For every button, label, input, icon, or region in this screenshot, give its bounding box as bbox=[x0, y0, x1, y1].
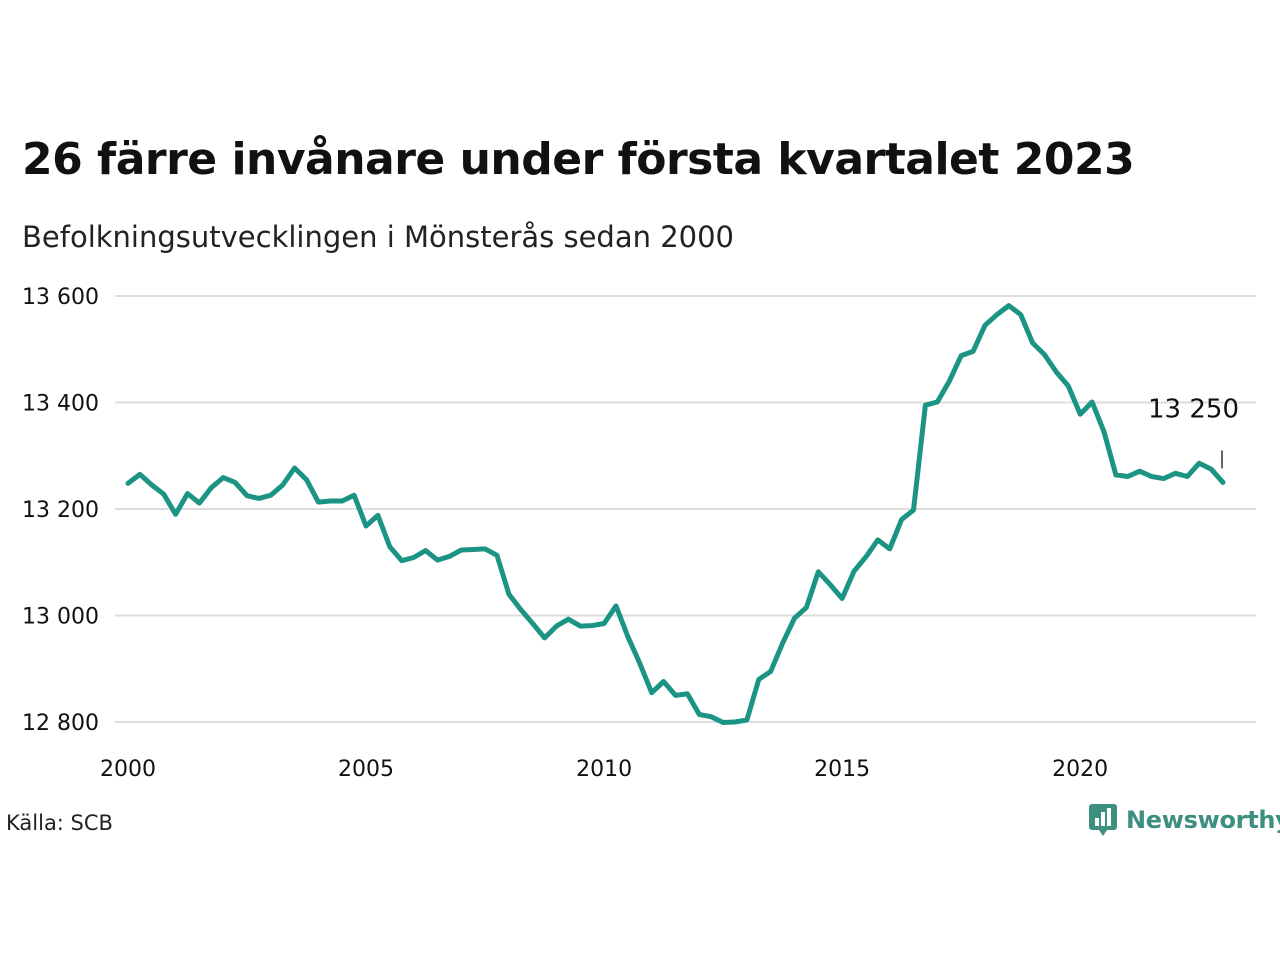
x-tick-label: 2010 bbox=[576, 757, 632, 782]
y-tick-label: 13 600 bbox=[22, 285, 99, 310]
y-tick-label: 13 000 bbox=[22, 605, 99, 630]
x-tick-label: 2015 bbox=[814, 757, 870, 782]
brand-logo[interactable]: Newsworthy bbox=[1088, 803, 1280, 837]
y-tick-label: 13 400 bbox=[22, 392, 99, 417]
brand-label: Newsworthy bbox=[1126, 806, 1280, 834]
annotation-label: 13 250 bbox=[1148, 394, 1239, 424]
x-tick-label: 2020 bbox=[1052, 757, 1108, 782]
y-axis-ticks: 12 800 13 000 13 200 13 400 13 600 bbox=[22, 285, 99, 736]
x-tick-label: 2000 bbox=[100, 757, 156, 782]
x-axis-ticks: 2000 2005 2010 2015 2020 bbox=[100, 757, 1108, 782]
y-tick-label: 12 800 bbox=[22, 711, 99, 736]
chart-subtitle: Befolkningsutvecklingen i Mönsterås seda… bbox=[22, 220, 735, 254]
series-layer bbox=[125, 303, 1226, 725]
annotation-layer: 13 250 bbox=[1148, 394, 1239, 469]
y-tick-label: 13 200 bbox=[22, 498, 99, 523]
series-line bbox=[125, 303, 1226, 725]
source-note: Källa: SCB bbox=[6, 811, 113, 835]
chart-title: 26 färre invånare under första kvartalet… bbox=[22, 134, 1135, 185]
x-tick-label: 2005 bbox=[338, 757, 394, 782]
grid-lines bbox=[115, 295, 1256, 723]
newsworthy-logo-icon bbox=[1089, 804, 1117, 836]
